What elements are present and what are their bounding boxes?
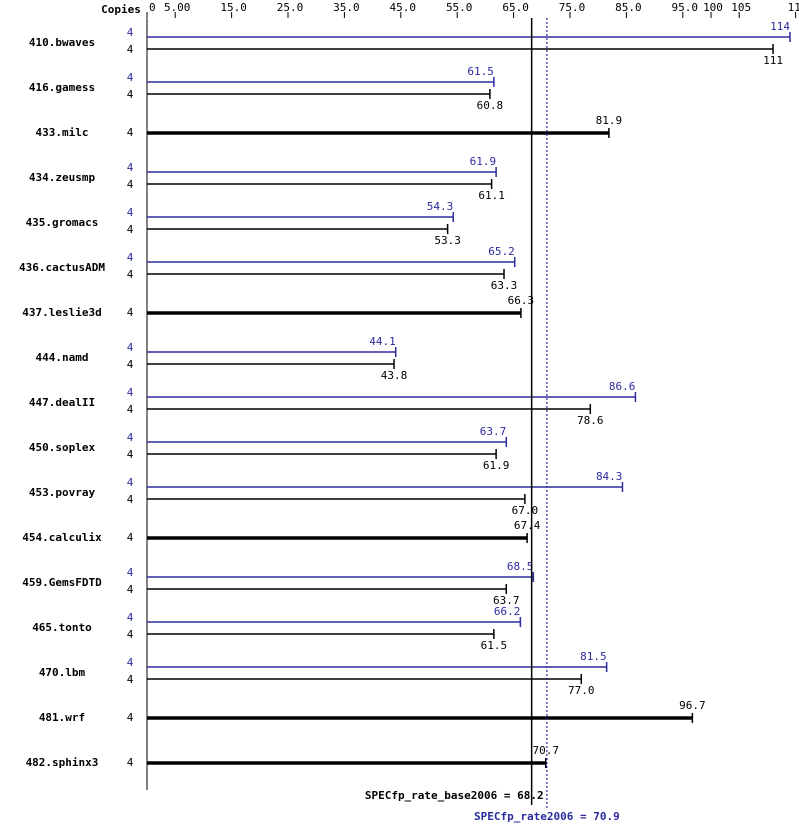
benchmark-name: 416.gamess bbox=[29, 81, 95, 94]
value-label: 77.0 bbox=[568, 684, 595, 697]
value-label: 61.9 bbox=[483, 459, 510, 472]
benchmark-name: 465.tonto bbox=[32, 621, 92, 634]
x-tick-label: 115 bbox=[788, 1, 799, 14]
value-label: 63.7 bbox=[493, 594, 520, 607]
value-label: 81.5 bbox=[580, 650, 607, 663]
value-label: 81.9 bbox=[596, 114, 623, 127]
benchmark-name: 447.dealII bbox=[29, 396, 95, 409]
value-label: 68.5 bbox=[507, 560, 534, 573]
copies-header: Copies bbox=[101, 3, 141, 16]
x-tick-label: 95.0 bbox=[672, 1, 699, 14]
benchmark-name: 481.wrf bbox=[39, 711, 85, 724]
copies: 4 bbox=[127, 26, 134, 39]
benchmark-name: 410.bwaves bbox=[29, 36, 95, 49]
copies: 4 bbox=[127, 403, 134, 416]
value-label: 54.3 bbox=[427, 200, 454, 213]
benchmark-name: 454.calculix bbox=[22, 531, 102, 544]
copies: 4 bbox=[127, 206, 134, 219]
benchmark-name: 459.GemsFDTD bbox=[22, 576, 102, 589]
reference-label: SPECfp_rate2006 = 70.9 bbox=[474, 810, 620, 823]
copies: 4 bbox=[127, 431, 134, 444]
copies: 4 bbox=[127, 531, 134, 544]
value-label: 43.8 bbox=[381, 369, 408, 382]
copies: 4 bbox=[127, 223, 134, 236]
x-tick-label: 105 bbox=[731, 1, 751, 14]
x-tick-label: 100 bbox=[703, 1, 723, 14]
copies: 4 bbox=[127, 493, 134, 506]
value-label: 67.4 bbox=[514, 519, 541, 532]
copies: 4 bbox=[127, 711, 134, 724]
value-label: 61.5 bbox=[467, 65, 494, 78]
x-tick-label: 15.0 bbox=[220, 1, 247, 14]
copies: 4 bbox=[127, 611, 134, 624]
copies: 4 bbox=[127, 341, 134, 354]
copies: 4 bbox=[127, 448, 134, 461]
value-label: 60.8 bbox=[477, 99, 504, 112]
x-tick-label: 35.0 bbox=[333, 1, 360, 14]
x-tick-label: 75.0 bbox=[559, 1, 586, 14]
x-tick-label: 55.0 bbox=[446, 1, 473, 14]
value-label: 61.1 bbox=[478, 189, 505, 202]
copies: 4 bbox=[127, 178, 134, 191]
benchmark-name: 453.povray bbox=[29, 486, 96, 499]
copies: 4 bbox=[127, 476, 134, 489]
x-tick-label: 65.0 bbox=[502, 1, 529, 14]
benchmark-name: 434.zeusmp bbox=[29, 171, 96, 184]
value-label: 63.3 bbox=[491, 279, 518, 292]
benchmark-name: 470.lbm bbox=[39, 666, 86, 679]
benchmark-name: 437.leslie3d bbox=[22, 306, 101, 319]
copies: 4 bbox=[127, 268, 134, 281]
value-label: 70.7 bbox=[532, 744, 559, 757]
x-tick-label: 0 bbox=[149, 1, 156, 14]
benchmark-name: 444.namd bbox=[36, 351, 89, 364]
copies: 4 bbox=[127, 126, 134, 139]
value-label: 86.6 bbox=[609, 380, 636, 393]
benchmark-name: 435.gromacs bbox=[26, 216, 99, 229]
copies: 4 bbox=[127, 71, 134, 84]
value-label: 66.3 bbox=[508, 294, 535, 307]
copies: 4 bbox=[127, 161, 134, 174]
copies: 4 bbox=[127, 756, 134, 769]
value-label: 61.9 bbox=[470, 155, 497, 168]
benchmark-name: 482.sphinx3 bbox=[26, 756, 99, 769]
copies: 4 bbox=[127, 43, 134, 56]
copies: 4 bbox=[127, 88, 134, 101]
copies: 4 bbox=[127, 306, 134, 319]
copies: 4 bbox=[127, 358, 134, 371]
benchmark-name: 450.soplex bbox=[29, 441, 96, 454]
value-label: 53.3 bbox=[434, 234, 461, 247]
x-tick-label: 5.00 bbox=[164, 1, 191, 14]
value-label: 67.0 bbox=[512, 504, 539, 517]
value-label: 65.2 bbox=[488, 245, 515, 258]
copies: 4 bbox=[127, 656, 134, 669]
value-label: 61.5 bbox=[481, 639, 508, 652]
value-label: 78.6 bbox=[577, 414, 604, 427]
x-tick-label: 85.0 bbox=[615, 1, 642, 14]
copies: 4 bbox=[127, 583, 134, 596]
reference-label: SPECfp_rate_base2006 = 68.2 bbox=[365, 789, 544, 802]
benchmark-name: 433.milc bbox=[36, 126, 89, 139]
value-label: 111 bbox=[763, 54, 783, 67]
value-label: 44.1 bbox=[369, 335, 396, 348]
benchmark-name: 436.cactusADM bbox=[19, 261, 105, 274]
value-label: 96.7 bbox=[679, 699, 706, 712]
copies: 4 bbox=[127, 628, 134, 641]
x-tick-label: 25.0 bbox=[277, 1, 304, 14]
x-tick-label: 45.0 bbox=[390, 1, 417, 14]
copies: 4 bbox=[127, 673, 134, 686]
value-label: 63.7 bbox=[480, 425, 507, 438]
value-label: 114 bbox=[770, 20, 790, 33]
copies: 4 bbox=[127, 386, 134, 399]
value-label: 66.2 bbox=[494, 605, 521, 618]
copies: 4 bbox=[127, 566, 134, 579]
copies: 4 bbox=[127, 251, 134, 264]
value-label: 84.3 bbox=[596, 470, 623, 483]
